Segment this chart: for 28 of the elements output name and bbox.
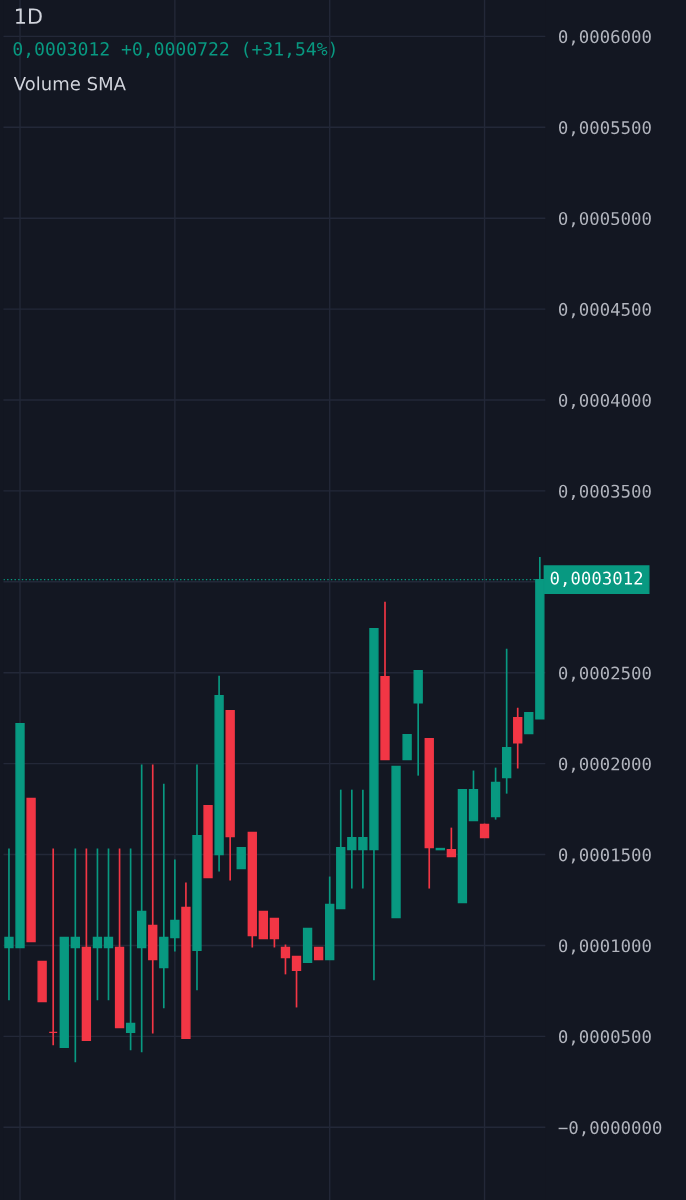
y-tick-label: 0,0004000 (559, 393, 651, 410)
y-tick-label: 0,0005000 (559, 211, 651, 228)
y-tick-label: 0,0004500 (559, 302, 651, 319)
candlestick (70, 847, 80, 1064)
candlestick (103, 847, 114, 1002)
candlestick (236, 846, 246, 870)
y-tick-label: 0,0002000 (559, 757, 651, 773)
y-tick-label: 0,0001000 (559, 939, 651, 955)
y-tick-label: 0,0005500 (559, 121, 651, 137)
chart-title: 1D (16, 8, 42, 24)
y-tick-label: 0,0000500 (559, 1030, 651, 1046)
candlestick (291, 955, 302, 1009)
candlestick (347, 788, 357, 890)
candlestick (170, 858, 180, 953)
annotation: Volume SMA (13, 76, 126, 91)
candlestick (280, 943, 291, 976)
y-tick-label: 0,0001500 (559, 848, 651, 864)
text: 0,0003012 +0,0000722 (+31,54%) (13, 41, 335, 58)
ref-line-label: 0,0003012 (550, 571, 643, 587)
candlestick (524, 712, 534, 735)
y-tick-label: 0,0006000 (559, 30, 651, 46)
y-tick-label: 0,0003500 (559, 484, 651, 500)
y-tick-label: −0,0000000 (558, 1121, 662, 1137)
candlestick (125, 847, 136, 1052)
candlestick (446, 826, 457, 858)
candlestick (92, 847, 103, 1002)
candlestick (269, 917, 280, 949)
y-tick-label: 0,0002500 (559, 666, 651, 682)
